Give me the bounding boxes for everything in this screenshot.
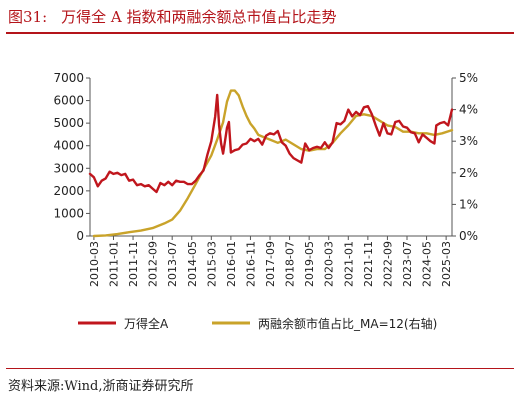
legend-label-wind-a: 万得全A	[124, 316, 169, 331]
x-tick-label: 2016-01	[225, 241, 238, 287]
x-tick-label: 2011-11	[127, 241, 140, 287]
series-line-margin-ratio	[92, 89, 454, 238]
x-tick-label: 2017-09	[264, 241, 277, 287]
legend-label-margin-ratio: 两融余额市值占比_MA=12(右轴)	[258, 316, 437, 331]
right-tick-label: 2%	[459, 166, 478, 180]
right-tick-label: 3%	[459, 134, 478, 148]
series-line-wind-a	[88, 93, 454, 194]
x-tick-label: 2020-03	[323, 241, 336, 287]
figure-title-text: 万得全 A 指数和两融余额总市值占比走势	[61, 8, 337, 26]
x-tick-label: 2012-09	[147, 241, 160, 287]
x-tick-label: 2013-07	[166, 241, 179, 287]
x-tick-label: 2022-09	[381, 241, 394, 287]
x-tick-label: 2021-11	[362, 241, 375, 287]
left-tick-label: 2000	[53, 184, 84, 198]
left-tick-label: 5000	[53, 116, 84, 130]
x-tick-label: 2014-05	[186, 241, 199, 287]
x-tick-label: 2021-01	[342, 241, 355, 287]
figure-label: 图31:	[8, 8, 48, 26]
right-tick-label: 0%	[459, 229, 478, 243]
x-tick-label: 2024-05	[421, 241, 434, 287]
left-tick-label: 7000	[53, 71, 84, 85]
chart-svg: 0 1000 2000 3000 4000 5000 6000 7000 0% 1% 2% 3% 4% 5…	[53, 71, 478, 331]
x-tick-label: 2018-07	[284, 241, 297, 287]
right-tick-label: 5%	[459, 71, 478, 85]
left-tick-label: 0	[76, 229, 84, 243]
left-tick-label: 4000	[53, 139, 84, 153]
title-rule	[6, 32, 514, 34]
left-tick-label: 3000	[53, 161, 84, 175]
right-tick-label: 1%	[459, 197, 478, 211]
x-tick-label: 2011-01	[107, 241, 120, 287]
x-tick-label: 2025-03	[440, 241, 453, 287]
right-tick-label: 4%	[459, 103, 478, 117]
source-rule	[6, 368, 514, 369]
x-tick-label: 2023-07	[401, 241, 414, 287]
x-tick-label: 2010-03	[88, 241, 101, 287]
source-note: 资料来源:Wind,浙商证券研究所	[8, 379, 194, 394]
figure-title: 图31: 万得全 A 指数和两融余额总市值占比走势	[8, 6, 337, 27]
x-tick-label: 2019-05	[303, 241, 316, 287]
left-tick-label: 6000	[53, 94, 84, 108]
x-tick-label: 2015-03	[205, 241, 218, 287]
left-tick-label: 1000	[53, 206, 84, 220]
x-tick-label: 2016-11	[244, 241, 257, 287]
